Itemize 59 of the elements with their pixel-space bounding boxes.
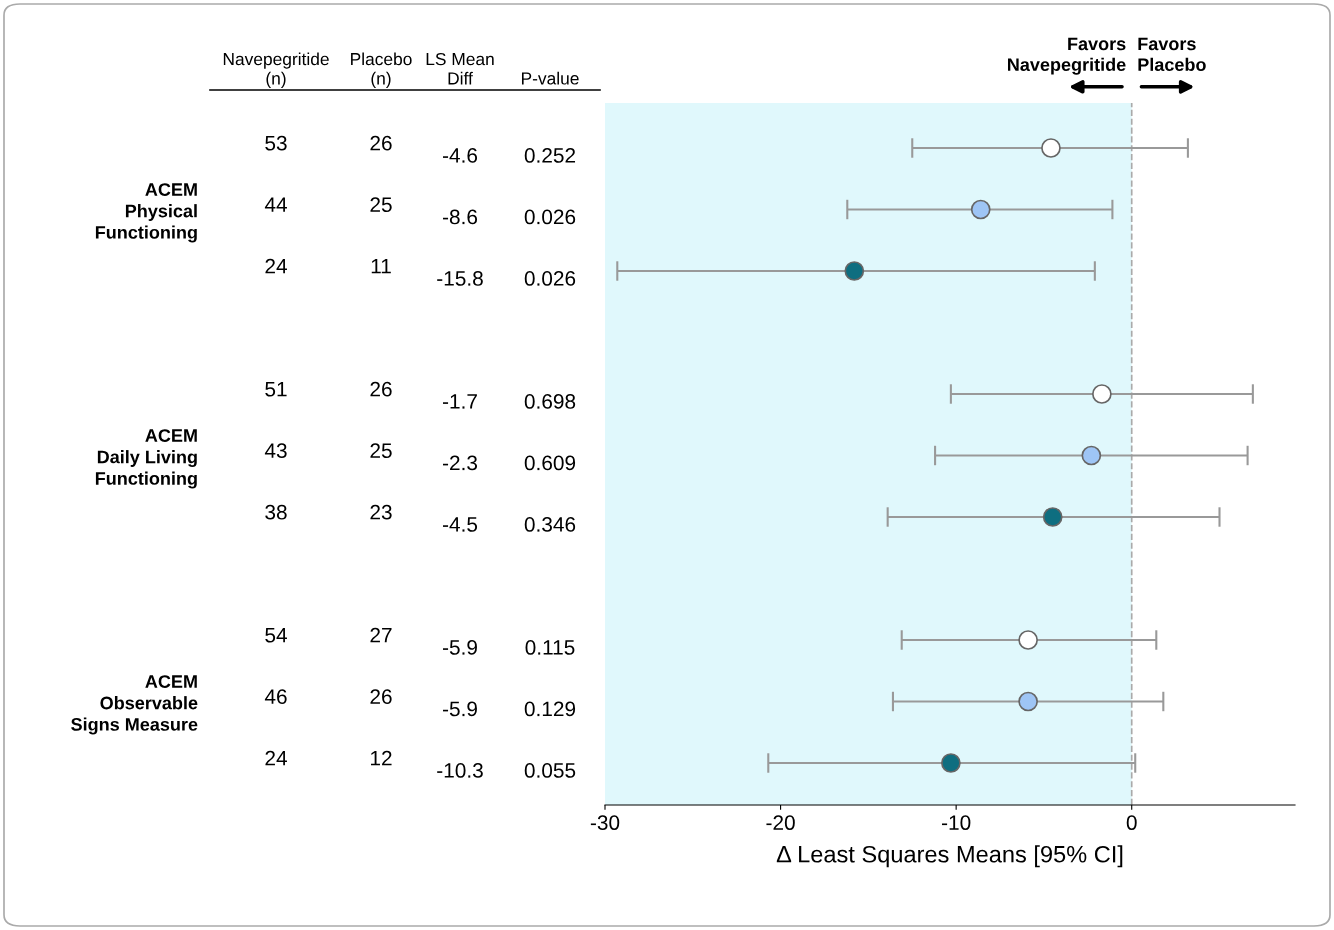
text: 0.609 <box>524 455 576 471</box>
text: 0.252 <box>524 148 576 163</box>
category-label: P-value <box>521 71 579 85</box>
x-tick-label: 0 <box>1126 815 1137 831</box>
text: 11 <box>371 258 391 274</box>
text: -5.9 <box>442 701 477 717</box>
point <box>1081 445 1102 466</box>
point <box>1018 630 1038 650</box>
text: 46 <box>264 689 287 705</box>
text: 25 <box>370 197 392 213</box>
point <box>1018 691 1038 712</box>
text: 54 <box>265 627 287 643</box>
text: -15.8 <box>437 271 483 286</box>
point <box>1092 384 1112 404</box>
point <box>970 199 991 220</box>
text: 0.698 <box>524 394 576 409</box>
category-label: ACEM Daily Living Functioning <box>95 429 197 489</box>
x-axis-title: Δ Least Squares Means [95% CI] <box>776 845 1123 868</box>
category-label: ACEM Observable Signs Measure <box>71 675 198 735</box>
category-label: ACEM Physical Functioning <box>95 183 197 243</box>
text: 24 <box>265 258 287 274</box>
text: 0.026 <box>524 209 576 225</box>
x-tick-label: -20 <box>766 815 795 831</box>
category-label: Placebo (n) <box>351 52 412 88</box>
text: 12 <box>371 750 392 766</box>
text: 0.026 <box>524 271 576 286</box>
text: 53 <box>265 135 287 151</box>
text: 38 <box>265 504 287 520</box>
text: -4.6 <box>442 148 478 163</box>
text: -1.7 <box>442 394 477 409</box>
category-label: LS Mean Diff <box>426 52 494 85</box>
text: 24 <box>265 750 287 766</box>
text: Favors Navepegritide <box>1008 37 1126 75</box>
text: 26 <box>370 381 392 397</box>
text: 27 <box>370 627 392 643</box>
text: Favors Placebo <box>1138 37 1206 72</box>
point <box>844 261 865 281</box>
text: 25 <box>370 443 392 459</box>
x-tick-label: -10 <box>942 815 971 831</box>
text: 23 <box>370 504 392 520</box>
text: -4.5 <box>442 517 478 532</box>
text: -10.3 <box>437 763 483 778</box>
text: -8.6 <box>442 209 478 225</box>
category-label: Navepegritide (n) <box>223 52 329 88</box>
text: 26 <box>370 689 392 705</box>
text: -5.9 <box>442 640 477 655</box>
text: 26 <box>370 135 392 151</box>
text: 0.115 <box>525 640 575 655</box>
text: 51 <box>265 381 287 397</box>
text: 43 <box>264 443 287 459</box>
point <box>941 753 961 773</box>
x-tick-label: -30 <box>590 815 620 831</box>
text: 0.346 <box>524 517 576 532</box>
text: 0.055 <box>524 763 576 778</box>
text: 44 <box>264 197 287 212</box>
text: 0.129 <box>524 701 576 717</box>
point <box>1041 138 1061 158</box>
text: -2.3 <box>442 455 478 471</box>
point <box>1042 507 1063 527</box>
